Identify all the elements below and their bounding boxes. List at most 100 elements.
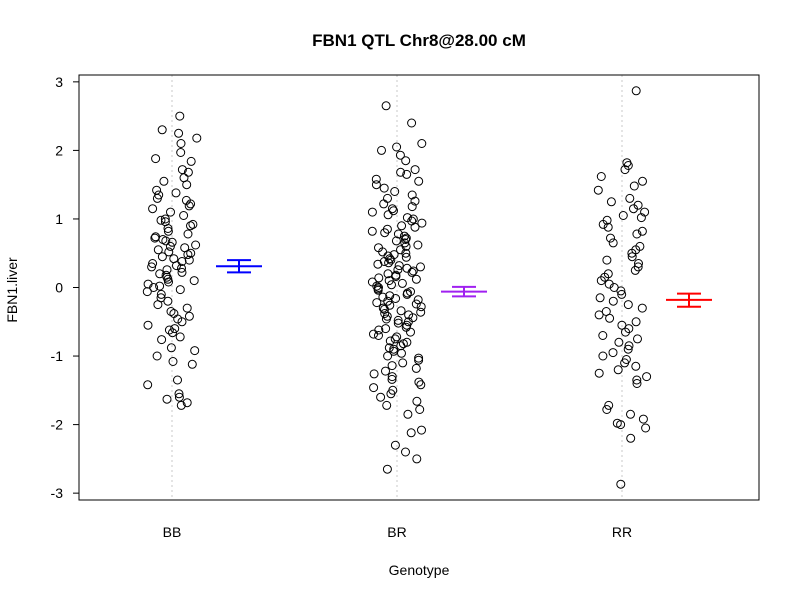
data-point-rr (629, 181, 639, 191)
data-point-br (369, 329, 378, 339)
data-point-bb (143, 320, 153, 330)
data-point-rr (608, 238, 618, 248)
data-point-bb (177, 317, 187, 327)
data-point-bb (182, 180, 192, 190)
data-point-rr (642, 372, 652, 382)
data-point-bb (176, 400, 186, 410)
data-point-br (406, 428, 416, 438)
x-tick-label-bb: BB (163, 524, 182, 540)
x-axis: BB BR RR (163, 524, 632, 540)
data-point-bb (173, 375, 182, 385)
data-point-rr (623, 344, 633, 354)
data-point-br (392, 332, 402, 342)
y-tick-label: 1 (55, 211, 63, 227)
data-point-br (380, 309, 390, 318)
data-point-rr (631, 361, 641, 371)
data-point-bb (162, 394, 172, 404)
data-point-br (387, 361, 397, 371)
data-point-rr (637, 303, 647, 313)
mean-se-rr (666, 292, 712, 308)
data-point-br (387, 204, 397, 214)
data-point-bb (184, 201, 194, 211)
y-axis-label: FBN1.liver (4, 257, 20, 323)
data-point-br (381, 314, 391, 324)
data-point-br (416, 262, 425, 272)
data-point-br (385, 254, 395, 264)
data-point-br (369, 383, 379, 393)
data-point-br (397, 278, 407, 288)
data-point-br (387, 280, 396, 290)
data-point-br (377, 145, 386, 155)
chart-title: FBN1 QTL Chr8@28.00 cM (312, 31, 526, 50)
data-point-rr (626, 409, 635, 419)
data-point-rr (605, 313, 615, 323)
data-point-br (389, 344, 399, 354)
data-point-br (383, 296, 393, 306)
data-point-bb (143, 380, 153, 390)
data-point-br (417, 218, 427, 228)
data-point-bb (175, 285, 185, 295)
data-point-br (414, 377, 424, 387)
data-point-br (398, 339, 408, 349)
data-point-bb (166, 207, 175, 217)
data-point-bb (152, 193, 162, 203)
data-point-bb (186, 221, 195, 231)
y-tick-label: -1 (51, 348, 64, 364)
data-point-rr (616, 286, 626, 296)
data-point-rr (616, 479, 626, 489)
data-point-bb (163, 226, 173, 236)
data-point-br (407, 267, 417, 277)
data-point-bb (168, 357, 178, 366)
data-point-bb (147, 262, 157, 272)
data-point-bb (157, 125, 167, 135)
data-point-br (402, 169, 412, 179)
data-point-bb (184, 311, 194, 321)
data-point-bb (174, 392, 184, 402)
data-point-rr (595, 293, 605, 303)
data-point-rr (631, 317, 641, 327)
data-point-br (410, 222, 420, 232)
data-point-rr (593, 185, 603, 195)
data-point-bb (142, 287, 152, 297)
data-point-br (397, 348, 406, 358)
data-point-rr (598, 219, 608, 229)
data-point-rr (623, 300, 633, 310)
data-point-br (401, 235, 411, 244)
x-tick-label-br: BR (387, 524, 406, 540)
data-point-bb (164, 325, 174, 335)
data-point-bb (163, 296, 173, 306)
data-point-bb (164, 277, 173, 287)
data-point-rr (632, 229, 642, 239)
data-point-br (401, 252, 411, 262)
data-point-br (386, 255, 396, 265)
data-point-rr (617, 289, 627, 299)
data-point-rr (600, 272, 610, 282)
data-point-bb (152, 351, 162, 361)
data-point-bb (163, 224, 173, 233)
y-tick-label: -2 (51, 417, 64, 433)
data-point-rr (632, 375, 642, 385)
mean-se-bb (216, 259, 262, 274)
data-point-rr (630, 265, 640, 275)
data-point-br (407, 190, 417, 200)
data-point-br (373, 259, 383, 269)
data-point-br (406, 327, 415, 337)
data-point-bb (161, 236, 171, 246)
data-point-bb (174, 128, 184, 138)
data-point-br (391, 272, 401, 281)
data-point-br (393, 229, 403, 239)
data-point-bb (149, 283, 159, 292)
data-point-bb (188, 219, 198, 229)
data-point-rr (636, 213, 646, 223)
data-point-rr (629, 204, 638, 214)
data-point-br (381, 366, 390, 376)
data-point-br (410, 196, 420, 206)
data-point-bb (182, 303, 192, 313)
data-point-rr (608, 296, 618, 306)
y-tick-label: -3 (51, 485, 64, 501)
data-point-br (367, 226, 377, 236)
data-point-br (372, 298, 382, 308)
data-point-br (414, 176, 424, 186)
data-point-rr (613, 365, 623, 375)
data-point-bb (192, 133, 202, 143)
